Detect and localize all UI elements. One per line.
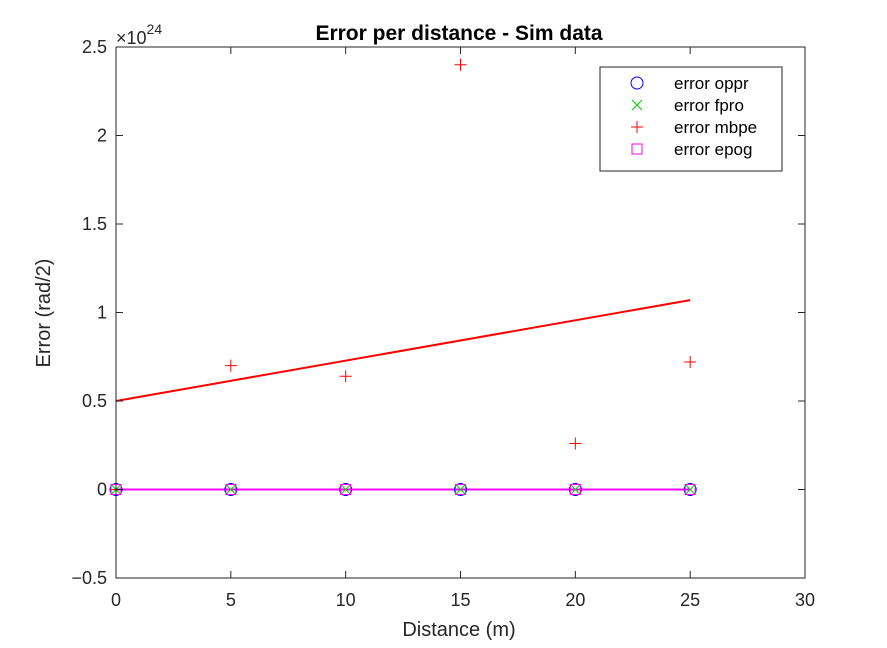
fit-line [115,299,691,402]
data-point [224,359,237,372]
legend-entry: error epog [674,140,752,159]
legend-marker [630,76,644,90]
data-point [224,483,238,496]
legend-marker [631,121,643,133]
x-tick-label: 25 [680,590,700,610]
exponent-base: ×10 [116,28,147,48]
x-tick-label: 20 [565,590,585,610]
y-axis-label: Error (rad/2) [33,259,55,368]
x-tick-label: 15 [450,590,470,610]
legend-entry: error mbpe [674,118,757,137]
data-point [569,484,581,495]
data-point [455,484,466,495]
y-tick-label: 0 [97,480,107,500]
y-tick-label: 1.5 [82,214,107,234]
data-point [569,437,582,450]
data-point [568,483,582,496]
data-point [339,483,353,496]
x-tick-label: 30 [795,590,815,610]
data-point [569,484,581,495]
data-point [683,483,697,496]
data-point [454,483,467,496]
data-point [340,484,352,495]
x-tick-label: 5 [226,590,236,610]
y-tick-label: 1 [97,303,107,323]
y-tick-label: 2 [97,126,107,146]
legend-box [599,66,783,172]
legend: error oppr error fpro error mbpe error epog [599,66,783,172]
y-tick-label: 0.5 [82,391,107,411]
fit-lines [115,299,691,491]
exponent-power: 24 [147,21,163,37]
data-point [225,484,237,495]
data-point [339,370,352,383]
data-point [684,484,696,495]
legend-entry: error oppr [674,74,749,93]
data-point [684,356,697,369]
legend-marker [631,99,643,111]
chart-title: Error per distance - Sim data [315,22,602,45]
data-point [225,484,237,495]
legend-marker [631,143,643,155]
x-tick-label: 0 [111,590,121,610]
axes: 0 5 10 15 20 25 30−0.500.511.522.5 [71,37,815,610]
y-tick-label: 2.5 [82,37,107,57]
x-tick-label: 10 [336,590,356,610]
data-point [455,484,466,495]
data-point [684,484,696,495]
data-point [454,58,467,71]
exponent-label: ×1024 [116,21,162,48]
legend-entry: error fpro [674,96,744,115]
x-axis-label: Distance (m) [402,619,515,641]
y-tick-label: −0.5 [71,568,107,588]
data-point [340,484,352,495]
